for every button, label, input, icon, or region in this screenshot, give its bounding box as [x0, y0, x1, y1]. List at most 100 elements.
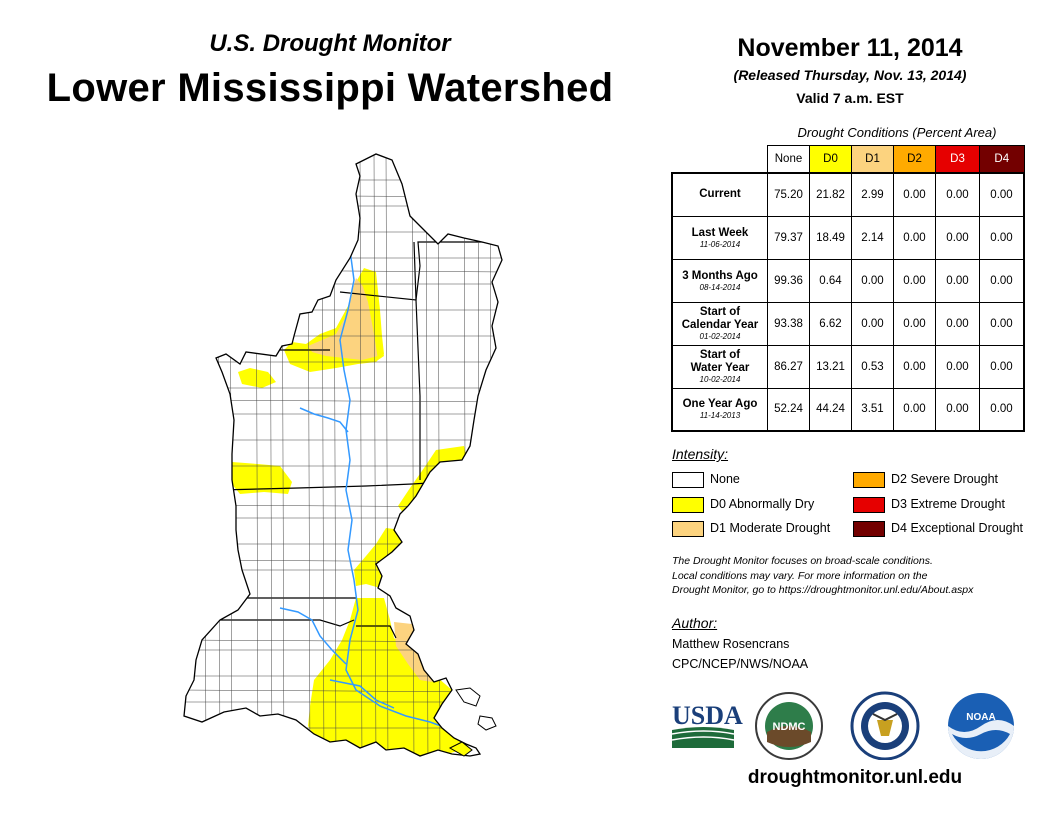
drought-conditions-table: None D0 D1 D2 D3 D4 Current 75.20 21.82 …	[671, 145, 1025, 432]
cell-d2: 0.00	[893, 301, 936, 346]
cell-none: 79.37	[767, 215, 810, 260]
cell-d1: 0.00	[851, 258, 894, 303]
legend-label: D2 Severe Drought	[891, 472, 999, 486]
rivers	[279, 159, 471, 751]
cell-d0: 18.49	[809, 215, 852, 260]
cell-d4: 0.00	[979, 344, 1025, 389]
cell-d3: 0.00	[935, 258, 980, 303]
legend-swatch	[853, 472, 885, 488]
cell-d4: 0.00	[979, 387, 1025, 432]
cell-d4: 0.00	[979, 301, 1025, 346]
cell-d1: 2.99	[851, 172, 894, 217]
legend-label: D3 Extreme Drought	[891, 497, 1005, 511]
legend-label: D4 Exceptional Drought	[891, 521, 1024, 535]
legend-label: D0 Abnormally Dry	[710, 497, 815, 511]
cell-d4: 0.00	[979, 258, 1025, 303]
watershed-map	[183, 153, 503, 757]
note-line: Local conditions may vary. For more info…	[672, 569, 928, 582]
author-title: Author:	[672, 615, 718, 631]
row-label-text: Current	[699, 188, 741, 201]
cell-d1: 0.53	[851, 344, 894, 389]
row-label: Start of Calendar Year 01-02-2014	[671, 301, 768, 346]
cell-d2: 0.00	[893, 172, 936, 217]
author-name: Matthew Rosencrans	[672, 637, 790, 651]
usda-logo-text: USDA	[672, 701, 743, 730]
drought-monitor-note: The Drought Monitor focuses on broad-sca…	[672, 554, 1052, 598]
cell-d2: 0.00	[893, 258, 936, 303]
cell-d4: 0.00	[979, 172, 1025, 217]
row-label-text: Start of	[699, 306, 741, 318]
row-date: 10-02-2014	[699, 375, 741, 384]
table-row: Start of Water Year 10-02-2014 86.27 13.21…	[671, 344, 1025, 389]
cell-d0: 0.64	[809, 258, 852, 303]
col-header-d3: D3	[935, 145, 980, 174]
cell-d1: 2.14	[851, 215, 894, 260]
col-header-d2: D2	[893, 145, 936, 174]
row-label: One Year Ago 11-14-2013	[671, 387, 768, 432]
agency-logos: USDA NDMC NOAA	[671, 691, 1014, 760]
row-date: 08-14-2014	[699, 282, 741, 292]
row-label: Last Week 11-06-2014	[671, 215, 768, 260]
cell-d3: 0.00	[935, 172, 980, 217]
table-row: One Year Ago 11-14-2013 52.24 44.24 3.51 …	[671, 387, 1025, 432]
legend-label: D1 Moderate Drought	[710, 521, 831, 535]
row-label-text: Last Week	[691, 226, 749, 239]
cell-none: 52.24	[767, 387, 810, 432]
cell-d1: 0.00	[851, 301, 894, 346]
legend-swatch	[672, 521, 704, 537]
col-header-d0: D0	[809, 145, 852, 174]
cell-d3: 0.00	[935, 301, 980, 346]
table-row: Start of Calendar Year 01-02-2014 93.38 6.…	[671, 301, 1025, 346]
cell-d0: 13.21	[809, 344, 852, 389]
row-label: Current	[671, 172, 768, 217]
cell-d1: 3.51	[851, 387, 894, 432]
release-date: (Released Thursday, Nov. 13, 2014)	[733, 67, 967, 83]
row-date: 01-02-2014	[699, 332, 741, 341]
row-date: 11-14-2013	[699, 411, 741, 421]
cell-none: 93.38	[767, 301, 810, 346]
commerce-seal	[850, 691, 920, 760]
legend-swatch	[853, 497, 885, 513]
row-date: 11-06-2014	[699, 239, 741, 249]
legend-label: None	[710, 472, 740, 486]
note-line: The Drought Monitor focuses on broad-sca…	[672, 555, 933, 567]
usda-logo: USDA	[671, 701, 743, 748]
author-org: CPC/NCEP/NWS/NOAA	[672, 657, 809, 671]
cell-d2: 0.00	[893, 344, 936, 389]
cell-none: 86.27	[767, 344, 810, 389]
cell-d3: 0.00	[935, 387, 980, 432]
ndmc-logo-text: NDMC	[773, 721, 806, 733]
cell-d0: 6.62	[809, 301, 852, 346]
row-label-text-2: Water Year	[690, 362, 750, 374]
legend-swatch	[672, 497, 704, 513]
cell-d3: 0.00	[935, 344, 980, 389]
cell-d2: 0.00	[893, 387, 936, 432]
legend-swatch	[672, 472, 704, 488]
table-header-row: None D0 D1 D2 D3 D4	[672, 145, 1025, 174]
map-date: November 11, 2014	[737, 34, 963, 62]
row-label: Start of Water Year 10-02-2014	[671, 344, 768, 389]
note-line: Drought Monitor, go to https://droughtmo…	[672, 584, 974, 596]
legend-swatch	[853, 521, 885, 537]
noaa-logo-text: NOAA	[966, 712, 995, 723]
legend-title: Intensity:	[672, 446, 729, 462]
cell-none: 99.36	[767, 258, 810, 303]
cell-none: 75.20	[767, 172, 810, 217]
row-label-text: Start of	[699, 349, 741, 361]
col-header-d1: D1	[851, 145, 894, 174]
cell-d4: 0.00	[979, 215, 1025, 260]
row-label-text-2: Calendar Year	[681, 319, 759, 331]
website-url[interactable]: droughtmonitor.unl.edu	[747, 767, 963, 788]
conditions-caption: Drought Conditions (Percent Area)	[797, 125, 997, 140]
cell-d0: 44.24	[809, 387, 852, 432]
col-header-d4: D4	[979, 145, 1025, 174]
row-label-text: One Year Ago	[682, 398, 758, 411]
col-header-none: None	[767, 145, 810, 174]
table-row: Current 75.20 21.82 2.99 0.00 0.00 0.00	[671, 172, 1025, 217]
map-subtitle: U.S. Drought Monitor	[209, 30, 451, 57]
map-title: Lower Mississippi Watershed	[46, 66, 614, 110]
ndmc-logo: NDMC	[755, 692, 823, 760]
valid-time: Valid 7 a.m. EST	[796, 90, 904, 106]
cell-d3: 0.00	[935, 215, 980, 260]
row-label-text: 3 Months Ago	[682, 269, 758, 282]
